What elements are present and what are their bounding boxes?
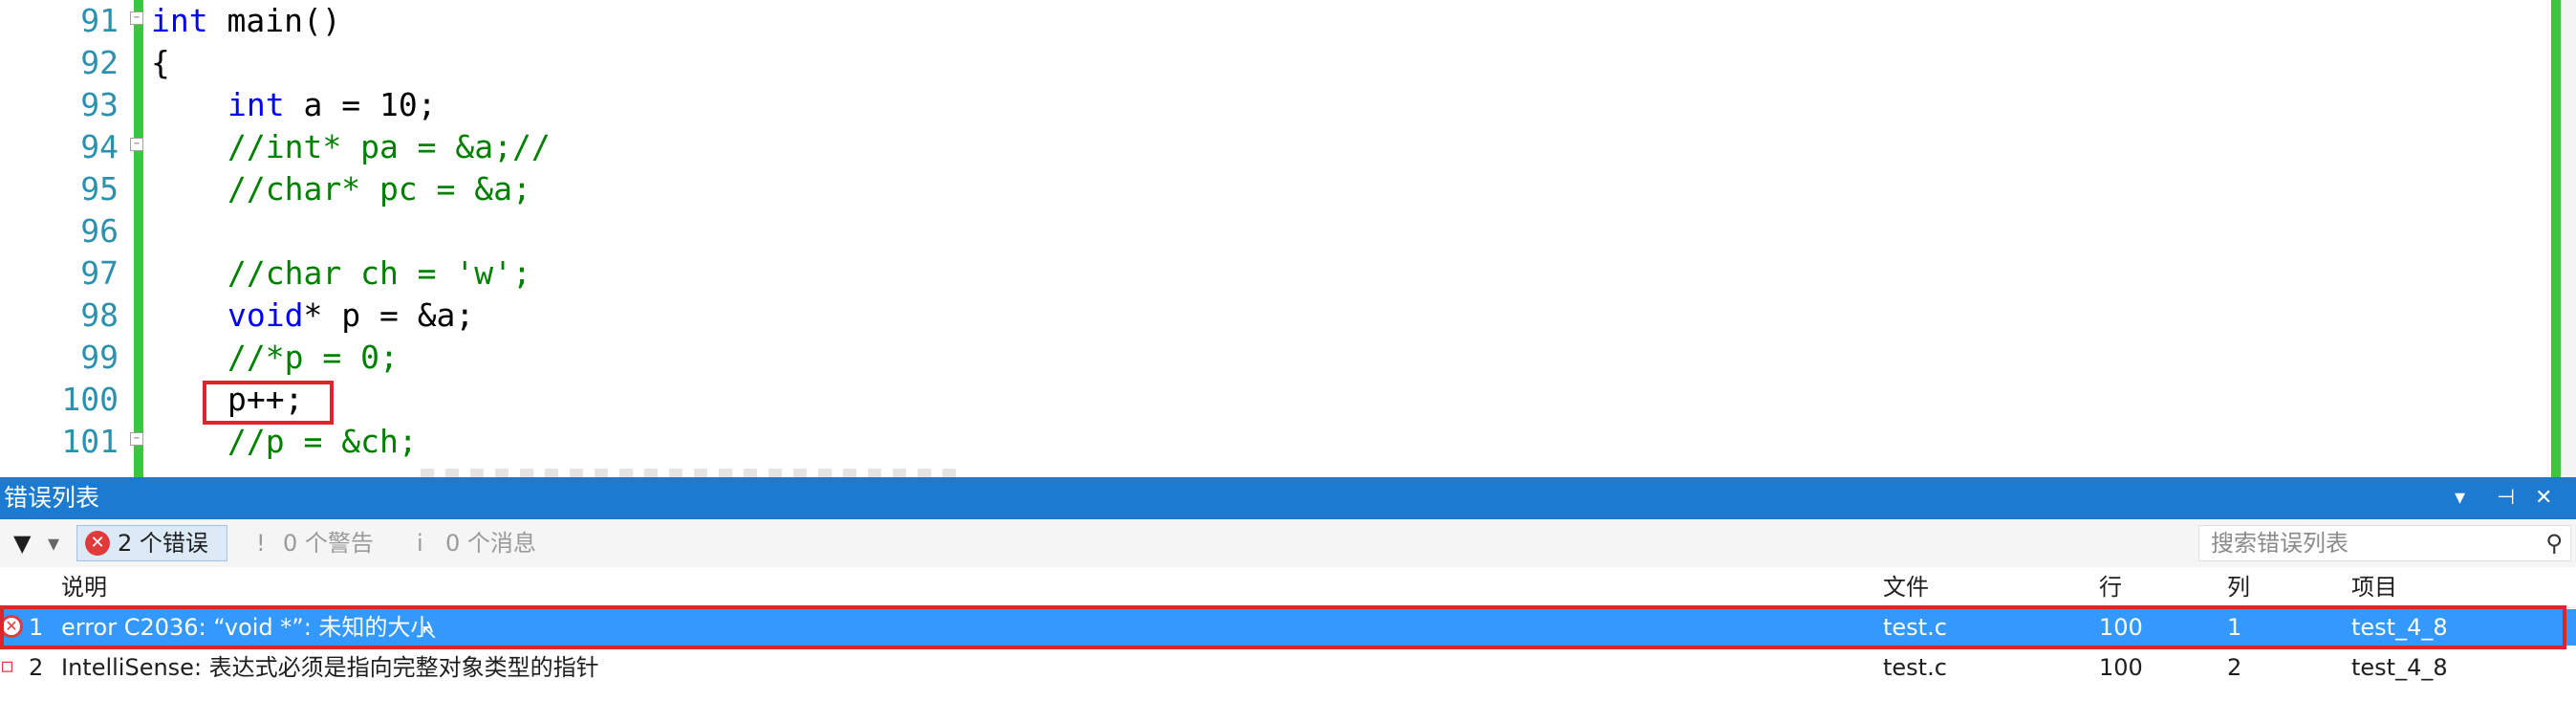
error-list-toolbar: ▼ ▾ ✕ 2 个错误 ! 0 个警告 i 0 个消息 搜索错误列表 ⚲ bbox=[0, 519, 2576, 568]
line-number: 101 bbox=[61, 423, 119, 460]
code-token: { bbox=[151, 44, 170, 81]
search-error-list-input[interactable]: 搜索错误列表 ⚲ bbox=[2198, 525, 2571, 561]
fold-toggle-icon[interactable] bbox=[130, 138, 143, 151]
error-row-column: 1 bbox=[2227, 614, 2242, 641]
line-number: 93 bbox=[80, 86, 119, 123]
error-row-project: test_4_8 bbox=[2351, 614, 2448, 641]
code-token: p++; bbox=[227, 381, 304, 418]
code-token: * p = &a; bbox=[303, 296, 475, 334]
code-token: main() bbox=[207, 2, 341, 39]
error-row-project: test_4_8 bbox=[2351, 654, 2448, 681]
code-text[interactable]: //p = &ch; bbox=[227, 421, 418, 463]
comment-token: //*p = 0; bbox=[227, 339, 399, 376]
fold-toggle-icon[interactable] bbox=[130, 11, 143, 25]
keyword-token: int bbox=[227, 86, 285, 123]
error-list-panel: 错误列表 ▾ ⊣ ✕ ▼ ▾ ✕ 2 个错误 ! 0 个警告 i 0 个消息 搜… bbox=[0, 477, 2576, 701]
line-number: 94 bbox=[80, 128, 119, 165]
keyword-token: int bbox=[151, 2, 208, 39]
warnings-filter-button[interactable]: 0 个警告 bbox=[283, 530, 374, 557]
line-number: 100 bbox=[61, 381, 119, 418]
code-line[interactable]: 92 { bbox=[0, 42, 2523, 84]
error-row-description: error C2036: “void *”: 未知的大小 bbox=[61, 614, 434, 641]
error-row-file: test.c bbox=[1883, 614, 1947, 641]
search-placeholder: 搜索错误列表 bbox=[2211, 530, 2349, 557]
column-header-column[interactable]: 列 bbox=[2227, 574, 2250, 601]
highlight-box-p-increment bbox=[203, 381, 334, 425]
column-header-file[interactable]: 文件 bbox=[1883, 574, 1929, 601]
code-line[interactable]: 99 //*p = 0; bbox=[0, 337, 2523, 379]
code-text[interactable]: //*p = 0; bbox=[227, 337, 399, 379]
error-list-titlebar: 错误列表 ▾ ⊣ ✕ bbox=[0, 477, 2576, 519]
code-line[interactable]: 98 void* p = &a; bbox=[0, 295, 2523, 337]
errors-count-label: 2 个错误 bbox=[118, 530, 208, 557]
code-text[interactable]: //char ch = 'w'; bbox=[227, 252, 531, 295]
window-position-dropdown-icon[interactable]: ▾ bbox=[2455, 486, 2466, 510]
error-row-file: test.c bbox=[1883, 654, 1947, 681]
filter-dropdown-icon[interactable]: ▾ bbox=[48, 530, 60, 557]
line-number: 91 bbox=[80, 2, 119, 39]
error-row-line: 100 bbox=[2099, 654, 2143, 681]
code-text[interactable]: //int* pa = &a;// bbox=[227, 126, 551, 168]
highlight-box-error-row bbox=[0, 605, 2566, 649]
intellisense-error-icon: ▫ bbox=[0, 654, 14, 678]
code-text[interactable]: p++; bbox=[227, 379, 303, 421]
code-text[interactable]: { bbox=[151, 42, 170, 84]
code-line[interactable]: 94 //int* pa = &a;// bbox=[0, 126, 2523, 168]
keyword-token: void bbox=[227, 296, 304, 334]
error-row[interactable]: ✕ 1 error C2036: “void *”: 未知的大小 test.c … bbox=[0, 609, 2576, 646]
code-editor[interactable]: 91 int main() 92 {93 int a = 10; 94 //int* pa … bbox=[0, 0, 2576, 477]
error-list-header: 说明 文件 行 列 项目 bbox=[0, 567, 2576, 608]
code-text[interactable]: int main() bbox=[151, 0, 341, 42]
code-line[interactable]: 93 int a = 10; bbox=[0, 84, 2523, 126]
code-token: a = 10; bbox=[284, 86, 437, 123]
line-number: 97 bbox=[80, 254, 119, 292]
column-header-description[interactable]: 说明 bbox=[61, 574, 107, 601]
code-text[interactable]: int a = 10; bbox=[227, 84, 437, 126]
code-text[interactable]: void* p = &a; bbox=[227, 295, 474, 337]
mouse-cursor-icon: ↖ bbox=[421, 621, 439, 645]
column-header-project[interactable]: 项目 bbox=[2351, 574, 2397, 601]
line-number: 98 bbox=[80, 296, 119, 334]
close-icon[interactable]: ✕ bbox=[2535, 486, 2553, 510]
pin-icon[interactable]: ⊣ bbox=[2497, 486, 2516, 510]
fold-toggle-icon[interactable] bbox=[130, 432, 143, 446]
code-line[interactable]: 100 p++; bbox=[0, 379, 2523, 421]
line-number: 92 bbox=[80, 44, 119, 81]
line-number-gutter bbox=[0, 0, 119, 477]
comment-token: //p = &ch; bbox=[227, 423, 418, 460]
comment-token: //char ch = 'w'; bbox=[227, 254, 531, 292]
faded-text-artifact bbox=[421, 469, 956, 477]
messages-filter-button[interactable]: 0 个消息 bbox=[445, 530, 536, 557]
editor-scrollbar[interactable] bbox=[2561, 0, 2576, 477]
errors-filter-button[interactable]: ✕ 2 个错误 bbox=[76, 525, 227, 561]
search-icon[interactable]: ⚲ bbox=[2545, 530, 2563, 557]
code-line[interactable]: 95 //char* pc = &a; bbox=[0, 168, 2523, 210]
code-line[interactable]: 97 //char ch = 'w'; bbox=[0, 252, 2523, 295]
code-line[interactable]: 101 //p = &ch; bbox=[0, 421, 2523, 463]
warning-icon: ! bbox=[256, 530, 266, 557]
error-row-number: 1 bbox=[29, 614, 44, 641]
change-tracking-bar-right bbox=[2551, 0, 2561, 477]
comment-token: //int* pa = &a;// bbox=[227, 128, 551, 165]
comment-token: //char* pc = &a; bbox=[227, 170, 531, 208]
line-number: 96 bbox=[80, 212, 119, 250]
message-icon: i bbox=[417, 530, 423, 557]
error-row-number: 2 bbox=[29, 654, 44, 681]
change-tracking-bar bbox=[134, 0, 143, 477]
line-number: 95 bbox=[80, 170, 119, 208]
error-icon: ✕ bbox=[85, 531, 110, 556]
code-text[interactable]: //char* pc = &a; bbox=[227, 168, 531, 210]
filter-icon[interactable]: ▼ bbox=[13, 530, 32, 557]
error-row-line: 100 bbox=[2099, 614, 2143, 641]
code-line[interactable]: 96 bbox=[0, 210, 2523, 252]
error-row-description: IntelliSense: 表达式必须是指向完整对象类型的指针 bbox=[61, 654, 599, 681]
column-header-line[interactable]: 行 bbox=[2099, 574, 2122, 601]
error-list-title: 错误列表 bbox=[4, 484, 100, 512]
line-number: 99 bbox=[80, 339, 119, 376]
error-row[interactable]: ▫ 2 IntelliSense: 表达式必须是指向完整对象类型的指针 test… bbox=[0, 649, 2576, 686]
error-row-column: 2 bbox=[2227, 654, 2242, 681]
code-line[interactable]: 91 int main() bbox=[0, 0, 2523, 42]
